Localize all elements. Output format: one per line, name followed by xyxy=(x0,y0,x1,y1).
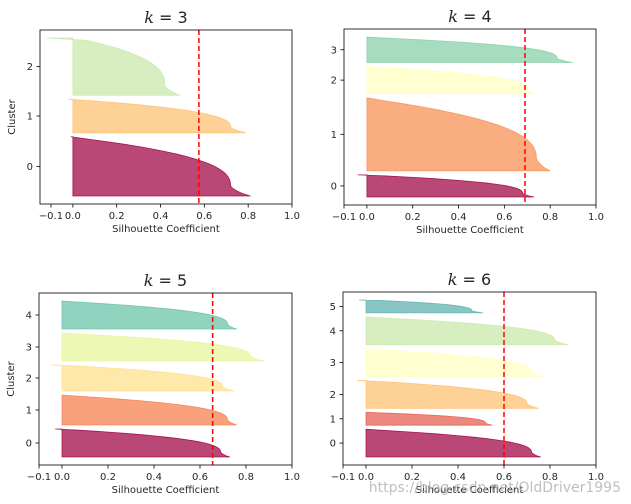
silhouette-cluster-4 xyxy=(365,316,569,346)
axes-frame xyxy=(39,29,293,205)
title-equals: = xyxy=(153,271,177,290)
title-equals: = xyxy=(154,8,178,27)
title-variable: k xyxy=(448,7,458,26)
xtick-label: 0.6 xyxy=(496,212,512,223)
xtick-label: −0.1 xyxy=(27,472,51,483)
ytick-label: 3 xyxy=(26,343,32,354)
subplot-title: k = 3 xyxy=(144,8,187,27)
silhouette-cluster-0 xyxy=(357,174,535,198)
title-value: 3 xyxy=(178,8,188,27)
silhouette-cluster-3 xyxy=(365,348,544,377)
ytick-label: 1 xyxy=(27,112,33,123)
title-value: 5 xyxy=(177,271,187,290)
xtick-label: 0.8 xyxy=(238,472,254,483)
xtick-label: 1.0 xyxy=(588,212,604,223)
ytick-label: 5 xyxy=(330,302,336,313)
xtick-label: 0.6 xyxy=(496,472,512,483)
ytick-label: 0 xyxy=(330,439,336,450)
ytick-label: 0 xyxy=(331,181,337,192)
silhouette-cluster-1 xyxy=(366,97,551,172)
ytick-label: 4 xyxy=(330,326,336,337)
ytick-label: 0 xyxy=(27,162,33,173)
silhouette-cluster-2 xyxy=(366,66,537,95)
ytick-label: 1 xyxy=(331,130,337,141)
x-axis-label: Silhouette Coefficient xyxy=(112,224,220,235)
xtick-label: 0.4 xyxy=(450,472,466,483)
title-equals: = xyxy=(458,7,482,26)
xtick-label: 0.2 xyxy=(405,212,421,223)
silhouette-cluster-2 xyxy=(356,380,539,409)
x-axis-label: Silhouette Coefficient xyxy=(112,485,220,496)
silhouette-cluster-0 xyxy=(70,136,251,197)
ytick-label: 2 xyxy=(331,76,337,87)
silhouette-cluster-2 xyxy=(46,37,181,96)
silhouette-cluster-1 xyxy=(365,411,493,426)
ytick-label: 1 xyxy=(330,414,336,425)
subplot-title: k = 5 xyxy=(144,271,187,290)
xtick-label: 0.2 xyxy=(109,211,125,222)
silhouette-cluster-1 xyxy=(61,394,237,426)
title-variable: k xyxy=(448,270,458,289)
title-value: 4 xyxy=(482,7,492,26)
title-equals: = xyxy=(457,270,481,289)
silhouette-cluster-4 xyxy=(61,300,237,330)
axes-frame xyxy=(342,291,597,466)
x-axis-label: Silhouette Coefficient xyxy=(416,485,524,496)
xtick-label: 0.8 xyxy=(240,211,256,222)
axes-frame xyxy=(343,28,597,206)
silhouette-cluster-3 xyxy=(61,332,265,362)
subplot-title: k = 6 xyxy=(448,270,491,289)
ytick-label: 3 xyxy=(331,45,337,56)
y-axis-label: Cluster xyxy=(6,360,17,396)
xtick-label: 0.4 xyxy=(451,212,467,223)
xtick-label: −0.1 xyxy=(332,212,356,223)
x-axis-label: Silhouette Coefficient xyxy=(416,225,524,236)
xtick-label: 0.2 xyxy=(100,472,116,483)
silhouette-cluster-0 xyxy=(365,428,541,458)
y-axis-label: Cluster xyxy=(7,98,18,134)
title-variable: k xyxy=(144,271,154,290)
ytick-label: 3 xyxy=(330,358,336,369)
xtick-label: 1.0 xyxy=(588,472,604,483)
subplot-k4: 0 1 2 3 −0.1 0.0 0.2 0.4 0.6 0.8 1.0 Silhouette Coe… xyxy=(331,7,604,236)
subplot-title: k = 4 xyxy=(448,7,491,26)
xtick-label: 0.6 xyxy=(196,211,212,222)
silhouette-cluster-0 xyxy=(55,428,231,458)
title-variable: k xyxy=(144,8,154,27)
silhouette-cluster-2 xyxy=(50,364,235,392)
ytick-label: 4 xyxy=(26,311,32,322)
xtick-label: 0.8 xyxy=(542,212,558,223)
xtick-label: 0.8 xyxy=(542,472,558,483)
xtick-label: 1.0 xyxy=(284,211,300,222)
silhouette-cluster-5 xyxy=(359,299,484,314)
xtick-label: 0.6 xyxy=(192,472,208,483)
xtick-label: 1.0 xyxy=(284,472,300,483)
subplot-k3: 0 1 2 −0.1 0.0 0.2 0.4 0.6 0.8 1.0 Silhouette Coef… xyxy=(7,8,300,235)
silhouette-cluster-3 xyxy=(366,36,574,63)
xtick-label: 0.4 xyxy=(146,472,162,483)
ytick-label: 1 xyxy=(26,406,32,417)
xtick-label: 0.0 xyxy=(65,211,81,222)
watermark-text: https://blog.csdn.net/OldDriver1995 xyxy=(368,480,621,496)
subplot-k5: 0 1 2 3 4 −0.1 0.0 0.2 0.4 0.6 0.8 1.0 Silhouette Co… xyxy=(6,271,300,496)
ytick-label: 2 xyxy=(26,374,32,385)
xtick-label: 0.0 xyxy=(358,472,374,483)
xtick-label: 0.0 xyxy=(54,472,70,483)
silhouette-cluster-1 xyxy=(68,98,247,134)
ytick-label: 2 xyxy=(27,62,33,73)
xtick-label: 0.0 xyxy=(359,212,375,223)
axes-frame xyxy=(38,292,293,466)
title-value: 6 xyxy=(481,270,491,289)
ytick-label: 0 xyxy=(26,439,32,450)
ytick-label: 2 xyxy=(330,390,336,401)
xtick-label: −0.1 xyxy=(331,472,355,483)
xtick-label: 0.4 xyxy=(153,211,169,222)
xtick-label: −0.1 xyxy=(39,211,63,222)
subplot-k6: 0 1 2 3 4 5 −0.1 0.0 0.2 0.4 0.6 0.8 1.0 Silhouette C… xyxy=(330,270,604,496)
xtick-label: 0.2 xyxy=(404,472,420,483)
